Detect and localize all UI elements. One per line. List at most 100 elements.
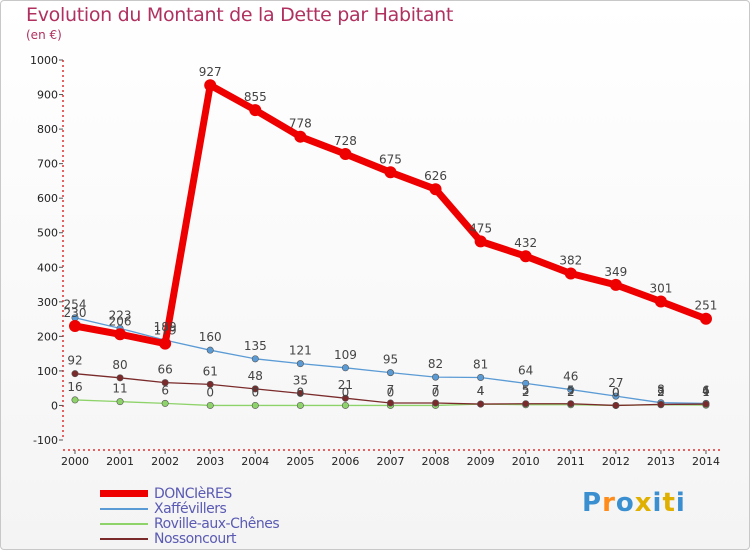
data-point [477, 373, 485, 381]
data-label: 48 [248, 369, 263, 383]
data-point [161, 379, 169, 387]
chart-title: Evolution du Montant de la Dette par Hab… [26, 4, 454, 26]
brand-logo: Proxiti [582, 488, 686, 518]
data-point [567, 386, 575, 394]
data-label: 626 [424, 169, 447, 183]
data-point [294, 130, 307, 143]
data-label: 778 [289, 117, 312, 131]
data-point [384, 166, 397, 179]
legend-swatch [100, 537, 148, 540]
data-label: 0 [387, 385, 395, 399]
data-label: 46 [563, 370, 578, 384]
data-label: 5 [522, 384, 530, 398]
data-label: 251 [695, 299, 718, 313]
data-point [429, 183, 442, 196]
x-tick-label: 2005 [286, 455, 314, 468]
x-tick-label: 2013 [647, 455, 675, 468]
data-label: 7 [387, 383, 395, 397]
y-tick-label: 700 [37, 158, 58, 171]
data-label: 64 [518, 363, 533, 377]
data-point [341, 364, 349, 372]
x-tick-label: 2014 [692, 455, 720, 468]
data-label: 16 [67, 380, 82, 394]
data-point [432, 399, 440, 407]
data-label: 80 [112, 358, 127, 372]
data-label: 382 [559, 253, 582, 267]
legend-label: Nossoncourt [154, 530, 236, 547]
data-point [116, 398, 124, 406]
x-tick-label: 2011 [557, 455, 585, 468]
y-tick-label: 200 [37, 330, 58, 343]
chart-subtitle: (en €) [26, 28, 62, 42]
data-label: 35 [293, 373, 308, 387]
data-label: 179 [154, 324, 177, 338]
data-label: 21 [338, 378, 353, 392]
legend-swatch [100, 522, 148, 525]
data-point [206, 346, 214, 354]
chart-legend: DONCIèRES Xaffévillers Roville-aux-Chênes N… [100, 486, 280, 547]
data-label: 4 [702, 384, 710, 398]
data-point [204, 79, 217, 92]
data-label: 0 [206, 385, 214, 399]
data-label: 675 [379, 152, 402, 166]
legend-label: Roville-aux-Chênes [154, 515, 280, 532]
data-point [567, 400, 575, 408]
legend-item: Xaffévillers [100, 501, 279, 517]
data-label: 189 [154, 320, 177, 334]
x-tick-label: 2009 [467, 455, 495, 468]
legend-item: Roville-aux-Chênes [100, 515, 280, 532]
data-label: 254 [64, 298, 87, 312]
data-label: 7 [432, 383, 440, 397]
data-label: 349 [604, 265, 627, 279]
data-point [69, 320, 81, 332]
y-tick-label: 500 [37, 227, 58, 240]
x-tick-label: 2003 [196, 455, 224, 468]
data-point [341, 394, 349, 402]
data-label: 0 [251, 385, 259, 399]
data-point [432, 373, 440, 381]
data-point [386, 369, 394, 377]
data-label: 3 [657, 384, 665, 398]
legend-swatch [100, 507, 148, 510]
x-tick-label: 2002 [151, 455, 179, 468]
legend-item: Nossoncourt [100, 530, 279, 547]
data-label: 1 [702, 385, 710, 399]
data-point [519, 250, 532, 263]
data-point [654, 295, 667, 308]
data-point [657, 400, 665, 408]
data-point [116, 374, 124, 382]
data-point [71, 370, 79, 378]
data-point [71, 396, 79, 404]
x-tick-label: 2006 [331, 455, 359, 468]
y-tick-label: 800 [37, 123, 58, 136]
y-tick-label: 300 [37, 296, 58, 309]
data-point [206, 380, 214, 388]
data-label: 432 [514, 236, 537, 250]
data-label: 4 [477, 384, 485, 398]
data-point [161, 399, 169, 407]
x-tick-label: 2008 [422, 455, 450, 468]
data-point [251, 401, 259, 409]
data-point [251, 355, 259, 363]
data-label: 0 [612, 385, 620, 399]
x-tick-label: 2000 [61, 455, 89, 468]
data-label: 92 [67, 354, 82, 368]
data-point [612, 392, 620, 400]
x-tick-label: 2010 [512, 455, 540, 468]
legend-item: DONCIèRES [100, 486, 279, 502]
data-point [474, 235, 487, 248]
data-label: 0 [612, 385, 620, 399]
data-label: 0 [297, 385, 305, 399]
y-tick-label: 900 [37, 89, 58, 102]
data-point [296, 401, 304, 409]
x-tick-label: 2012 [602, 455, 630, 468]
data-label: 95 [383, 353, 398, 367]
data-label: 6 [702, 383, 710, 397]
y-tick-label: 100 [37, 365, 58, 378]
data-label: 223 [109, 308, 132, 322]
data-label: 160 [199, 330, 222, 344]
data-label: 2 [657, 385, 665, 399]
y-tick-label: 0 [51, 399, 58, 412]
